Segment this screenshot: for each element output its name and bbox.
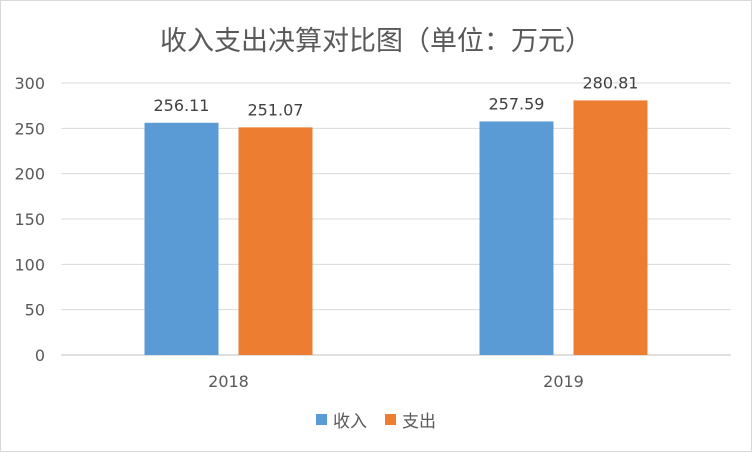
bar: [479, 121, 554, 355]
legend-item-income: 收入: [316, 407, 367, 432]
legend-label-income: 收入: [333, 412, 367, 432]
y-tick-label: 300: [14, 74, 45, 93]
legend-swatch-expense: [385, 414, 396, 425]
y-tick-label: 0: [35, 346, 45, 365]
legend-swatch-income: [316, 414, 327, 425]
legend-item-expense: 支出: [385, 407, 436, 432]
bar: [573, 100, 648, 356]
chart-title: 收入支出决算对比图（单位：万元）: [160, 26, 592, 57]
legend: 收入 支出: [1, 407, 751, 432]
bar: [238, 127, 313, 356]
y-tick-label: 250: [14, 119, 45, 138]
y-tick-label: 50: [25, 301, 45, 320]
x-tick-label: 2018: [208, 372, 249, 391]
x-tick-label: 2019: [543, 372, 584, 391]
bar: [144, 122, 219, 355]
data-label: 256.11: [154, 96, 210, 115]
data-label: 257.59: [489, 94, 545, 113]
y-tick-label: 200: [14, 165, 45, 184]
legend-label-expense: 支出: [402, 412, 436, 432]
data-label: 251.07: [248, 100, 304, 119]
data-label: 280.81: [583, 73, 639, 92]
y-tick-label: 150: [14, 210, 45, 229]
y-tick-label: 100: [14, 255, 45, 274]
